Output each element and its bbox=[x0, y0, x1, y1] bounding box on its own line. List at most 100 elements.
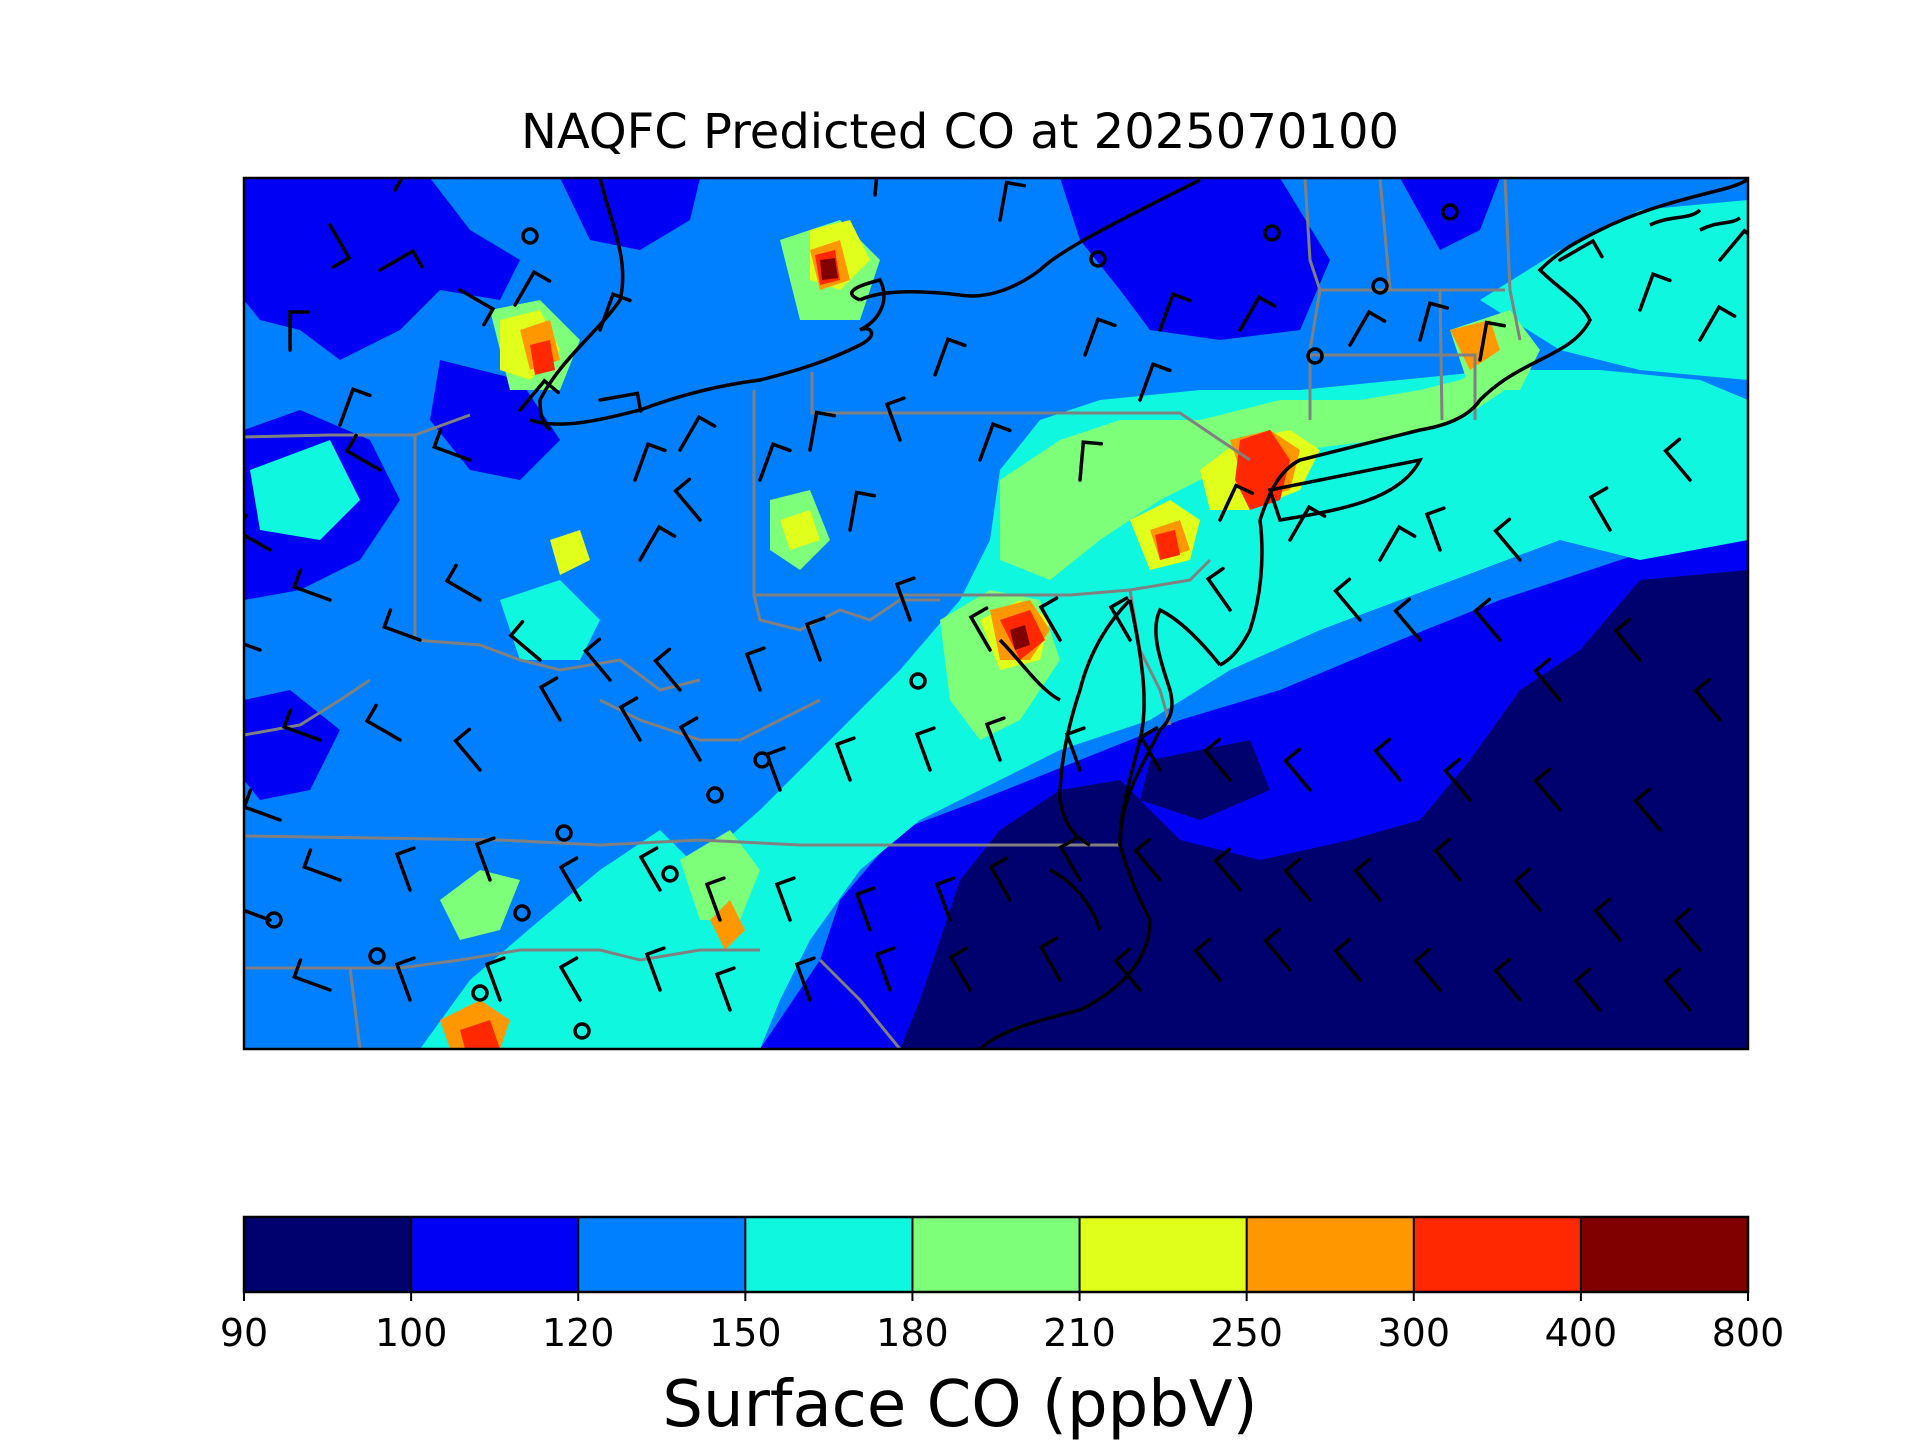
calm-wind-circle bbox=[555, 824, 573, 842]
chesapeake-shore bbox=[1058, 598, 1132, 847]
region-90-100-ocean bbox=[900, 570, 1748, 1049]
niagara-shore bbox=[850, 277, 886, 332]
border-line bbox=[244, 413, 471, 439]
wind-barb bbox=[1418, 301, 1449, 342]
wind-barb bbox=[1283, 857, 1312, 902]
region-300-400-sw bbox=[460, 1020, 500, 1049]
wind-barb bbox=[644, 946, 666, 992]
calm-wind-circle bbox=[521, 227, 539, 245]
wind-barb bbox=[714, 966, 736, 1012]
border-line bbox=[599, 698, 821, 742]
border-line bbox=[414, 638, 701, 692]
wind-barb bbox=[804, 616, 826, 662]
wind-barb bbox=[282, 708, 322, 742]
calm-wind-circle bbox=[1441, 203, 1459, 221]
wind-barb bbox=[1038, 936, 1062, 982]
wind-barb bbox=[673, 477, 702, 522]
wind-barb bbox=[618, 696, 642, 742]
wind-barb bbox=[1424, 506, 1446, 552]
wind-barb bbox=[1288, 504, 1327, 542]
wind-barb bbox=[518, 378, 560, 412]
wind-barb bbox=[1263, 927, 1292, 972]
chart-title: NAQFC Predicted CO at 2025070100 bbox=[520, 104, 1400, 160]
region-100-120-ne2 bbox=[1400, 178, 1500, 250]
wind-barb bbox=[1283, 747, 1312, 792]
wind-barb bbox=[1473, 597, 1502, 642]
wind-barb bbox=[988, 856, 1012, 902]
wind-barb bbox=[292, 958, 332, 992]
wind-barb bbox=[638, 524, 677, 562]
colorbar-tick-label: 800 bbox=[1712, 1311, 1785, 1355]
border-line bbox=[244, 834, 1120, 847]
wind-barb bbox=[948, 946, 972, 992]
wind-barb bbox=[633, 442, 667, 482]
wind-barb bbox=[244, 642, 262, 652]
wind-barb bbox=[1663, 437, 1692, 482]
lake-huron-shore bbox=[538, 178, 625, 432]
wind-barb bbox=[484, 956, 506, 1002]
wind-barb bbox=[432, 428, 472, 462]
region-150-180-west bbox=[250, 440, 360, 540]
wind-barb bbox=[834, 736, 856, 782]
border-line bbox=[810, 372, 1251, 462]
wind-barb bbox=[508, 620, 542, 662]
wind-barb bbox=[1193, 937, 1222, 982]
wind-barb bbox=[1238, 294, 1277, 332]
wind-barb bbox=[744, 646, 766, 692]
border-line bbox=[752, 594, 940, 632]
wind-barb bbox=[598, 391, 643, 413]
wind-barb bbox=[474, 836, 496, 882]
wind-barb bbox=[598, 292, 632, 332]
colorbar-ticks: 90 100 120 150 180 210 250 300 400 800 bbox=[220, 1217, 1784, 1355]
wind-barb bbox=[1443, 757, 1472, 802]
calm-wind-circles bbox=[265, 203, 1459, 1040]
wind-barb bbox=[1113, 947, 1142, 992]
region-100-120-north bbox=[560, 178, 700, 250]
calm-wind-circle bbox=[471, 984, 489, 1002]
wind-barb bbox=[1573, 967, 1602, 1012]
colorbar-segment bbox=[578, 1217, 746, 1292]
wind-barb bbox=[1718, 228, 1748, 262]
calm-wind-circle bbox=[706, 786, 724, 804]
wind-barb bbox=[378, 248, 424, 272]
wind-barb bbox=[1353, 857, 1382, 902]
colorbar-tick-label: 120 bbox=[542, 1311, 615, 1355]
co-concentration-field bbox=[244, 178, 1748, 1049]
colorbar-segment bbox=[745, 1217, 913, 1292]
wind-barb bbox=[513, 269, 552, 307]
border-line bbox=[1438, 289, 1444, 421]
wind-barb bbox=[774, 876, 796, 922]
border-line bbox=[818, 958, 902, 1049]
wind-barb bbox=[1693, 677, 1722, 722]
region-250-300-boston bbox=[1450, 320, 1500, 370]
colorbar-tick-label: 90 bbox=[220, 1311, 268, 1355]
wind-barb bbox=[1218, 483, 1255, 522]
wind-barb bbox=[1108, 596, 1132, 642]
region-180-210-south bbox=[680, 830, 760, 920]
wind-barb bbox=[808, 410, 837, 452]
wind-barb bbox=[558, 856, 582, 902]
wind-barb bbox=[1613, 617, 1642, 662]
border-line bbox=[752, 390, 1131, 597]
wind-barb bbox=[444, 563, 482, 602]
wind-barb bbox=[1078, 440, 1103, 482]
wind-barb bbox=[914, 726, 936, 772]
border-line bbox=[1378, 178, 1392, 291]
atlantic-coast-va bbox=[978, 729, 1162, 1049]
wind-barb bbox=[394, 846, 416, 892]
wind-barb bbox=[1138, 362, 1172, 402]
calm-wind-circle bbox=[1371, 277, 1389, 295]
wind-barb bbox=[1058, 836, 1082, 882]
border-line bbox=[1503, 178, 1522, 341]
wind-barb bbox=[794, 956, 816, 1002]
region-100-120-sw bbox=[244, 690, 340, 800]
wind-barb bbox=[1493, 517, 1522, 562]
border-line bbox=[1129, 558, 1212, 592]
colorbar-segment bbox=[1580, 1217, 1749, 1292]
region-150-180-sw bbox=[420, 830, 700, 1049]
region-300-400-nw bbox=[530, 340, 555, 375]
region-150-180-mid bbox=[500, 580, 600, 660]
lake-ontario-shore bbox=[859, 178, 1201, 302]
wind-barb bbox=[1133, 837, 1162, 882]
region-210-250-mid bbox=[550, 530, 590, 575]
